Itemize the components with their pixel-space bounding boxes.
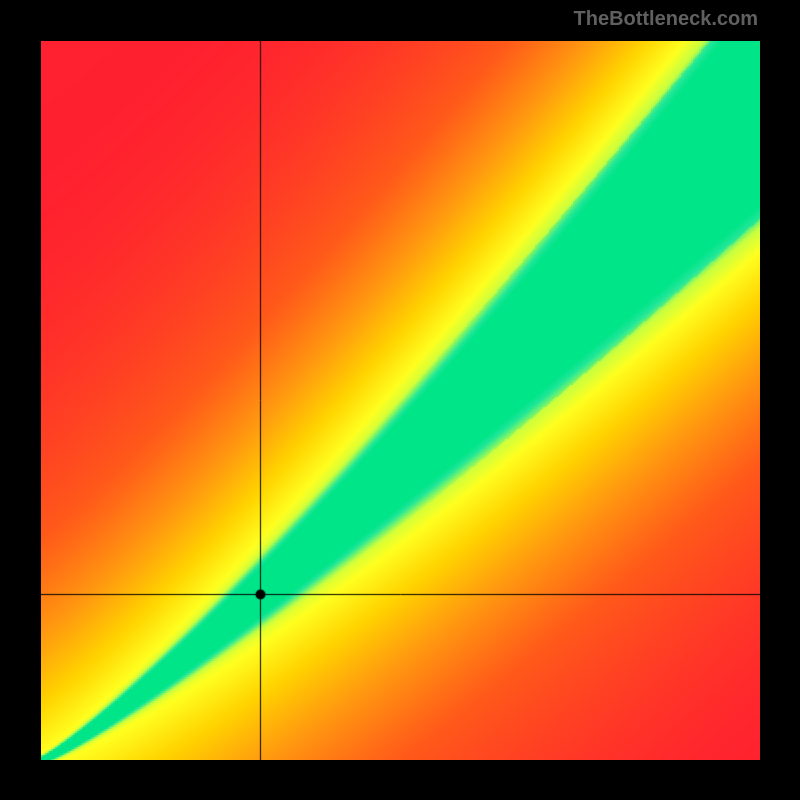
chart-container: TheBottleneck.com — [0, 0, 800, 800]
watermark-text: TheBottleneck.com — [574, 8, 758, 31]
bottleneck-heatmap — [41, 41, 760, 760]
